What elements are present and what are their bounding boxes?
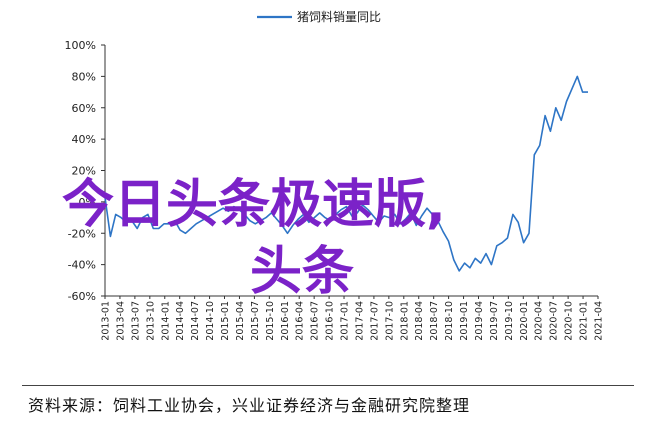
x-tick-label: 2018-01 [399, 301, 410, 341]
x-tick-label: 2015-01 [220, 301, 231, 341]
y-tick-label: 0% [79, 196, 96, 209]
x-tick-label: 2020-07 [549, 301, 560, 341]
y-tick-label: 60% [72, 102, 96, 115]
x-tick-label: 2014-10 [205, 301, 216, 341]
x-tick-label: 2016-10 [325, 301, 336, 341]
y-tick-label: -20% [68, 227, 96, 240]
x-tick-label: 2014-04 [175, 301, 186, 341]
x-tick-label: 2020-10 [564, 301, 575, 341]
x-tick-label: 2015-07 [250, 301, 261, 341]
watermark-line-1: 今日头条极速版, [62, 175, 446, 235]
x-tick-label: 2013-01 [101, 301, 112, 341]
x-tick-label: 2019-01 [459, 301, 470, 341]
x-tick-label: 2019-10 [504, 301, 515, 341]
x-tick-label: 2013-04 [115, 301, 126, 341]
legend: 猪饲料销量同比 [257, 10, 381, 24]
x-tick-label: 2015-10 [265, 301, 276, 341]
axes: -60%-40%-20%0%20%40%60%80%100%2013-01 201… [65, 39, 605, 341]
x-tick-label: 2019-07 [489, 301, 500, 341]
x-tick-label: 2013-10 [145, 301, 156, 341]
watermark-line-2: 头条 [250, 242, 354, 302]
watermark: 今日头条极速版, 头条 [62, 175, 446, 302]
x-tick-label: 2014-07 [190, 301, 201, 341]
x-tick-label: 2014-01 [160, 301, 171, 341]
source-divider [22, 385, 634, 386]
y-tick-label: -60% [68, 290, 96, 303]
y-tick-label: 40% [72, 133, 96, 146]
x-tick-label: 2018-04 [414, 301, 425, 341]
x-tick-label: 2021-01 [579, 301, 590, 341]
x-tick-label: 2018-07 [429, 301, 440, 341]
x-tick-label: 2016-01 [280, 301, 291, 341]
y-tick-label: -40% [68, 259, 96, 272]
legend-label: 猪饲料销量同比 [297, 10, 381, 24]
y-tick-label: 100% [65, 39, 96, 52]
x-tick-label: 2017-04 [354, 301, 365, 341]
y-tick-label: 20% [72, 165, 96, 178]
series-line-0 [104, 75, 588, 272]
x-tick-label: 2019-04 [474, 301, 485, 341]
x-tick-label: 2017-01 [340, 301, 351, 341]
x-tick-label: 2013-07 [130, 301, 141, 341]
x-tick-label: 2017-07 [369, 301, 380, 341]
source-note: 资料来源：饲料工业协会，兴业证券经济与金融研究院整理 [28, 396, 471, 415]
x-tick-label: 2015-04 [235, 301, 246, 341]
x-tick-label: 2020-01 [519, 301, 530, 341]
x-tick-label: 2021-04 [594, 301, 605, 341]
x-tick-label: 2018-10 [444, 301, 455, 341]
x-tick-label: 2016-07 [310, 301, 321, 341]
series-group [104, 75, 588, 272]
x-tick-label: 2016-04 [295, 301, 306, 341]
x-tick-label: 2020-04 [534, 301, 545, 341]
y-tick-label: 80% [72, 70, 96, 83]
x-tick-label: 2017-10 [384, 301, 395, 341]
